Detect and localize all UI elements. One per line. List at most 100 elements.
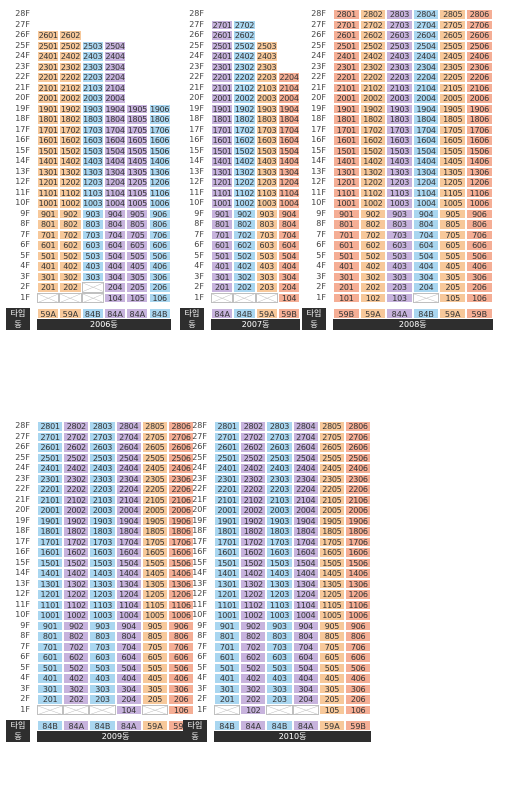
unit-cell: 705 bbox=[439, 229, 466, 240]
unit-cell: 1402 bbox=[359, 156, 387, 167]
unit-cell: 2506 bbox=[168, 452, 195, 463]
unit-cell: 1902 bbox=[233, 103, 256, 114]
floor-label: 4F bbox=[20, 673, 30, 682]
unit-cell: 1004 bbox=[412, 198, 440, 209]
unit-cell: 605 bbox=[141, 652, 168, 663]
unit-cell: 1905 bbox=[318, 515, 345, 526]
type-label-line: 타입 bbox=[306, 309, 322, 318]
unit-cell: 1006 bbox=[345, 610, 372, 621]
unit-cell: 305 bbox=[439, 271, 466, 282]
unit-cell: 106 bbox=[345, 704, 372, 715]
unit-cell: 1405 bbox=[439, 156, 466, 167]
unit-cell: 106 bbox=[148, 292, 171, 303]
unit-cell: 2206 bbox=[345, 484, 372, 495]
unit-cell: 204 bbox=[412, 282, 440, 293]
unit-cell: 902 bbox=[63, 620, 90, 631]
unit-cell: 404 bbox=[292, 673, 319, 684]
unit-cell: 2203 bbox=[81, 72, 104, 83]
unit-cell: 2601 bbox=[333, 30, 360, 41]
floor-label: 21F bbox=[311, 82, 326, 92]
type-cell: 59A bbox=[37, 308, 60, 319]
unit-cell: 1406 bbox=[148, 156, 171, 167]
unit-cell: 901 bbox=[333, 208, 360, 219]
unit-cell: 2001 bbox=[37, 505, 64, 516]
floor-label: 1F bbox=[316, 292, 326, 302]
unit-cell: 1606 bbox=[466, 135, 493, 146]
unit-cell: 402 bbox=[233, 261, 256, 272]
unit-cell: 2504 bbox=[103, 40, 127, 51]
unit-cell: 704 bbox=[103, 229, 127, 240]
unit-cell: 1105 bbox=[318, 599, 345, 610]
unit-cell: 2206 bbox=[168, 484, 195, 495]
unit-cell: 602 bbox=[233, 240, 256, 251]
unit-cell: 801 bbox=[214, 631, 241, 642]
unit-cell: 706 bbox=[466, 229, 493, 240]
unit-cell: 203 bbox=[89, 694, 116, 705]
unit-cell: 2806 bbox=[345, 421, 372, 432]
type-cell: 84B bbox=[412, 308, 440, 319]
unit-cell: 1503 bbox=[81, 145, 104, 156]
type-cell: 84A bbox=[211, 308, 234, 319]
unit-cell: 1401 bbox=[211, 156, 234, 167]
unit-cell: 1202 bbox=[359, 177, 387, 188]
unit-cell: 806 bbox=[168, 631, 195, 642]
unit-cell: 2806 bbox=[466, 9, 493, 20]
unit-cell: 1704 bbox=[115, 536, 142, 547]
unit-cell: 2104 bbox=[412, 82, 440, 93]
unit-cell: 1902 bbox=[359, 103, 387, 114]
unit-cell: 1105 bbox=[126, 187, 149, 198]
unit-cell: 2502 bbox=[63, 452, 90, 463]
unit-cell: 603 bbox=[386, 240, 413, 251]
unit-cell: 2401 bbox=[37, 51, 60, 62]
unit-cell: 2301 bbox=[37, 61, 60, 72]
unit-cell: 1102 bbox=[59, 187, 82, 198]
unit-cell: 2003 bbox=[266, 505, 293, 516]
unit-cell: 2703 bbox=[266, 431, 293, 442]
unit-cell: 1806 bbox=[345, 526, 372, 537]
floor-label: 28F bbox=[15, 9, 30, 18]
unit-cell: 1202 bbox=[240, 589, 267, 600]
type-cell: 84B bbox=[214, 720, 241, 731]
unit-cell: 1404 bbox=[103, 156, 127, 167]
unit-cell: 706 bbox=[148, 229, 171, 240]
unit-cell: 1205 bbox=[141, 589, 168, 600]
unit-cell: 2601 bbox=[37, 30, 60, 41]
floor-label: 22F bbox=[311, 72, 326, 81]
floor-label: 24F bbox=[311, 51, 326, 60]
unit-cell: 703 bbox=[255, 229, 278, 240]
unit-cell: 404 bbox=[277, 261, 301, 272]
unit-cell: 2501 bbox=[37, 452, 64, 463]
floor-label: 12F bbox=[189, 177, 204, 186]
type-cell: 84A bbox=[386, 308, 413, 319]
unit-cell: 403 bbox=[266, 673, 293, 684]
building-label-line: 동 bbox=[14, 732, 22, 741]
unit-cell: 1201 bbox=[211, 177, 234, 188]
unit-cell: 804 bbox=[412, 219, 440, 230]
unit-cell: 2201 bbox=[333, 72, 360, 83]
unit-cell: 902 bbox=[359, 208, 387, 219]
unit-cell: 2106 bbox=[168, 494, 195, 505]
unit-cell: 2202 bbox=[63, 484, 90, 495]
unit-cell: 205 bbox=[318, 694, 345, 705]
unit-cell: 1206 bbox=[148, 177, 171, 188]
floor-label: 4F bbox=[194, 261, 204, 270]
unit-cell: 804 bbox=[115, 631, 142, 642]
unit-cell: 1305 bbox=[318, 578, 345, 589]
unit-cell: 503 bbox=[255, 250, 278, 261]
floor-label: 26F bbox=[189, 30, 204, 39]
unit-cell: 405 bbox=[318, 673, 345, 684]
unit-cell: 2106 bbox=[466, 82, 493, 93]
unit-cell: 1404 bbox=[292, 568, 319, 579]
unit-cell: 406 bbox=[345, 673, 372, 684]
unit-cell: 2406 bbox=[466, 51, 493, 62]
unit-cell: 1802 bbox=[59, 114, 82, 125]
unit-cell: 1106 bbox=[148, 187, 171, 198]
unit-cell: 1905 bbox=[439, 103, 466, 114]
unit-cell: 2503 bbox=[81, 40, 104, 51]
unit-cell: 501 bbox=[37, 250, 60, 261]
floor-label: 21F bbox=[15, 494, 30, 504]
unit-cell: 503 bbox=[81, 250, 104, 261]
unit-cell: 2705 bbox=[141, 431, 168, 442]
unit-cell: 404 bbox=[412, 261, 440, 272]
unit-cell: 501 bbox=[211, 250, 234, 261]
